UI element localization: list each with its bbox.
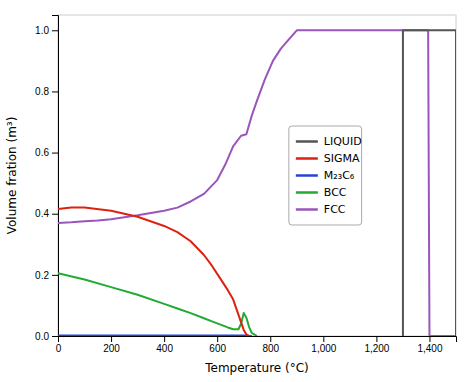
plot: 0 200 400 600 800 1,000 1,200 1,400 0.0 0.2 0.4 0.6… <box>35 15 456 354</box>
legend-label: SIGMA <box>324 152 360 165</box>
y-tick: 0.4 <box>35 208 58 219</box>
y-tick-label: 0.2 <box>35 270 49 281</box>
y-tick-mark <box>52 275 58 276</box>
x-tick: 1,400 <box>417 336 442 354</box>
legend-item: FCC <box>296 203 346 216</box>
series-line <box>58 208 252 336</box>
y-tick: 0.6 <box>35 147 58 158</box>
y-tick-label: 0.0 <box>35 331 49 342</box>
x-tick-label: 1,000 <box>311 343 336 354</box>
y-axis: 0.0 0.2 0.4 0.6 0.8 1.0 <box>35 16 58 342</box>
x-tick-label: 400 <box>156 343 173 354</box>
legend-swatch <box>296 140 318 143</box>
series-line <box>58 30 456 336</box>
legend-swatch <box>296 174 318 177</box>
x-tick-label: 0 <box>56 343 62 354</box>
x-tick-mark <box>376 336 377 342</box>
x-tick: 400 <box>156 336 173 354</box>
y-axis-title: Volume fration (m³) <box>5 117 19 235</box>
y-tick-mark <box>52 30 58 31</box>
chart: 0 200 400 600 800 1,000 1,200 1,400 0.0 0.2 0.4 0.6… <box>0 0 474 382</box>
y-tick-mark <box>52 153 58 154</box>
legend-swatch <box>296 191 318 194</box>
x-tick: 0 <box>56 336 62 354</box>
legend-swatch <box>296 157 318 160</box>
lines <box>58 30 456 336</box>
y-tick: 0.0 <box>35 331 58 342</box>
series-line <box>403 30 456 336</box>
x-axis-title: Temperature (°C) <box>204 361 309 375</box>
y-tick-mark <box>52 214 58 215</box>
legend-item: BCC <box>296 186 347 199</box>
y-tick: 0.2 <box>35 270 58 281</box>
x-tick-mark <box>323 336 324 342</box>
y-tick-mark <box>52 91 58 92</box>
x-tick: 600 <box>209 336 226 354</box>
x-tick-mark <box>429 336 430 342</box>
x-tick: 200 <box>103 336 120 354</box>
x-tick-label: 200 <box>103 343 120 354</box>
y-tick-label: 0.8 <box>35 86 49 97</box>
y-tick: 1.0 <box>35 25 58 36</box>
legend-label: FCC <box>324 203 346 216</box>
legend-box <box>289 126 362 225</box>
legend-item: LIQUID <box>296 135 362 148</box>
y-tick-label: 0.6 <box>35 147 49 158</box>
legend-swatch <box>296 208 318 211</box>
y-tick-mark <box>52 336 58 337</box>
legend-item: M₂₃C₆ <box>296 169 355 182</box>
y-tick-label: 0.4 <box>35 208 49 219</box>
x-tick-mark <box>111 336 112 342</box>
x-tick-mark <box>164 336 165 342</box>
x-axis-line <box>59 337 457 343</box>
x-tick-mark <box>270 336 271 342</box>
y-axis-line <box>52 16 59 337</box>
y-tick: 0.8 <box>35 86 58 97</box>
legend-item: SIGMA <box>296 152 360 165</box>
legend: LIQUID SIGMA M₂₃C₆ BCC FCC <box>289 126 362 225</box>
series-line <box>58 273 257 336</box>
x-tick: 1,200 <box>364 336 389 354</box>
x-tick: 1,000 <box>311 336 336 354</box>
plot-frame <box>58 15 456 336</box>
x-tick-label: 800 <box>262 343 279 354</box>
x-tick-mark <box>217 336 218 342</box>
legend-label: BCC <box>324 186 347 199</box>
x-axis: 0 200 400 600 800 1,000 1,200 1,400 <box>56 336 457 354</box>
x-tick: 800 <box>262 336 279 354</box>
y-tick-label: 1.0 <box>35 25 49 36</box>
x-tick-label: 600 <box>209 343 226 354</box>
legend-label: M₂₃C₆ <box>324 169 355 182</box>
x-tick-label: 1,200 <box>364 343 389 354</box>
legend-label: LIQUID <box>324 135 362 148</box>
series-line <box>58 334 252 336</box>
x-tick-label: 1,400 <box>417 343 442 354</box>
